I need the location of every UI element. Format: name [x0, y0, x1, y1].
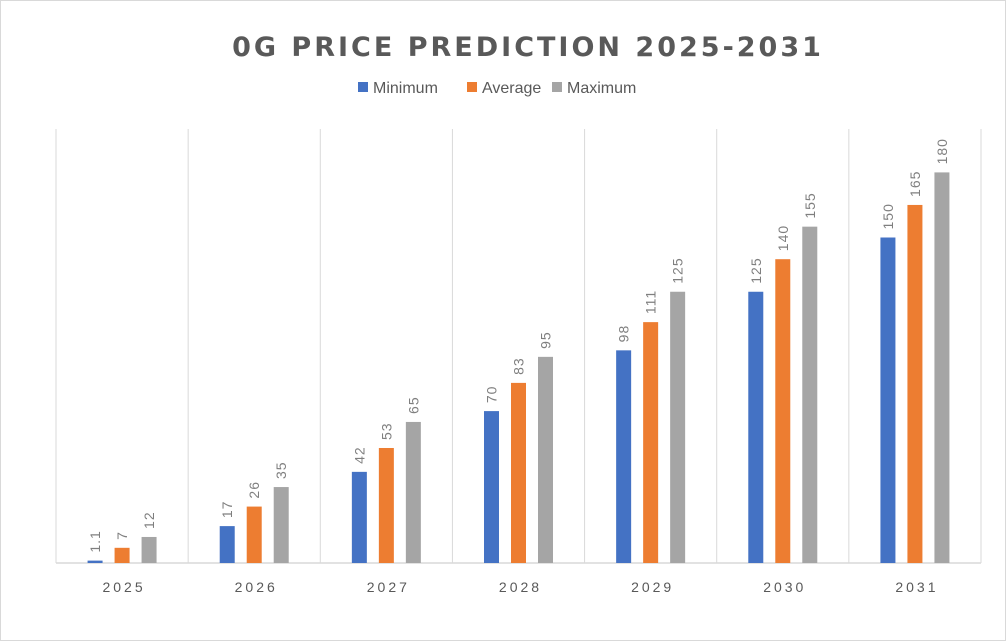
data-label: 111 — [643, 290, 659, 314]
bar-maximum-2030 — [802, 226, 818, 563]
x-tick-label: 2025 — [102, 579, 145, 595]
data-label: 1.1 — [87, 530, 103, 552]
bar-minimum-2028 — [484, 411, 499, 563]
data-label: 150 — [880, 203, 896, 229]
x-tick-label: 2028 — [499, 579, 542, 595]
data-label: 125 — [748, 257, 764, 283]
x-tick-label: 2027 — [367, 579, 410, 595]
bar-average-2027 — [378, 447, 394, 563]
bar-maximum-2029 — [670, 291, 686, 563]
x-tick-label: 2026 — [235, 579, 278, 595]
legend-label: Minimum — [373, 80, 438, 97]
legend-label: Maximum — [567, 80, 636, 97]
data-label: 35 — [273, 461, 289, 479]
bar-average-2026 — [246, 506, 262, 563]
bar-average-2025 — [114, 547, 130, 563]
bar-average-2031 — [907, 204, 923, 563]
bar-minimum-2031 — [880, 237, 896, 563]
data-label: 7 — [114, 531, 130, 540]
data-label: 155 — [802, 192, 818, 218]
legend-label: Average — [482, 80, 541, 97]
bar-minimum-2030 — [748, 291, 764, 563]
x-tick-label: 2029 — [631, 579, 674, 595]
data-labels: 1.1 7 12 17 26 35 42 53 65 70 83 95 98 111 125 125 140 15… — [87, 138, 950, 553]
legend-swatch-maximum — [552, 82, 562, 92]
chart-title: 0G PRICE PREDICTION 2025-2031 — [232, 32, 824, 63]
bar-maximum-2028 — [538, 356, 553, 563]
bar-maximum-2027 — [405, 421, 421, 563]
data-label: 12 — [141, 511, 157, 529]
data-label: 17 — [219, 501, 235, 519]
bar-minimum-2027 — [351, 471, 367, 563]
data-label: 83 — [511, 357, 527, 375]
data-label: 65 — [405, 396, 421, 414]
data-label: 26 — [246, 481, 262, 499]
data-label: 165 — [907, 171, 923, 197]
data-label: 53 — [378, 422, 394, 440]
data-label: 98 — [616, 325, 632, 343]
data-label: 125 — [670, 257, 686, 283]
bar-average-2030 — [775, 259, 791, 563]
x-axis-ticks: 2025 2026 2027 2028 2029 2030 2031 — [102, 579, 938, 595]
bar-minimum-2025 — [87, 560, 103, 563]
bar-average-2029 — [643, 322, 659, 563]
bar-minimum-2026 — [219, 526, 235, 563]
x-tick-label: 2031 — [895, 579, 938, 595]
bar-maximum-2025 — [141, 536, 157, 563]
bar-average-2028 — [511, 382, 526, 563]
data-label: 95 — [538, 331, 554, 349]
data-label: 42 — [351, 446, 367, 464]
legend: Minimum Average Maximum — [358, 80, 636, 97]
legend-swatch-minimum — [358, 82, 368, 92]
data-label: 140 — [775, 225, 791, 251]
bar-minimum-2029 — [616, 350, 632, 563]
x-tick-label: 2030 — [763, 579, 806, 595]
data-label: 180 — [934, 138, 950, 164]
bar-maximum-2026 — [273, 487, 289, 563]
bars — [87, 172, 950, 563]
bar-maximum-2031 — [934, 172, 950, 563]
legend-swatch-average — [467, 82, 477, 92]
data-label: 70 — [484, 386, 500, 404]
